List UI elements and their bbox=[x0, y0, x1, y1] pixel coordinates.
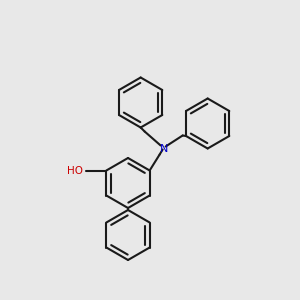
Text: N: N bbox=[160, 145, 168, 154]
Text: HO: HO bbox=[67, 166, 83, 176]
